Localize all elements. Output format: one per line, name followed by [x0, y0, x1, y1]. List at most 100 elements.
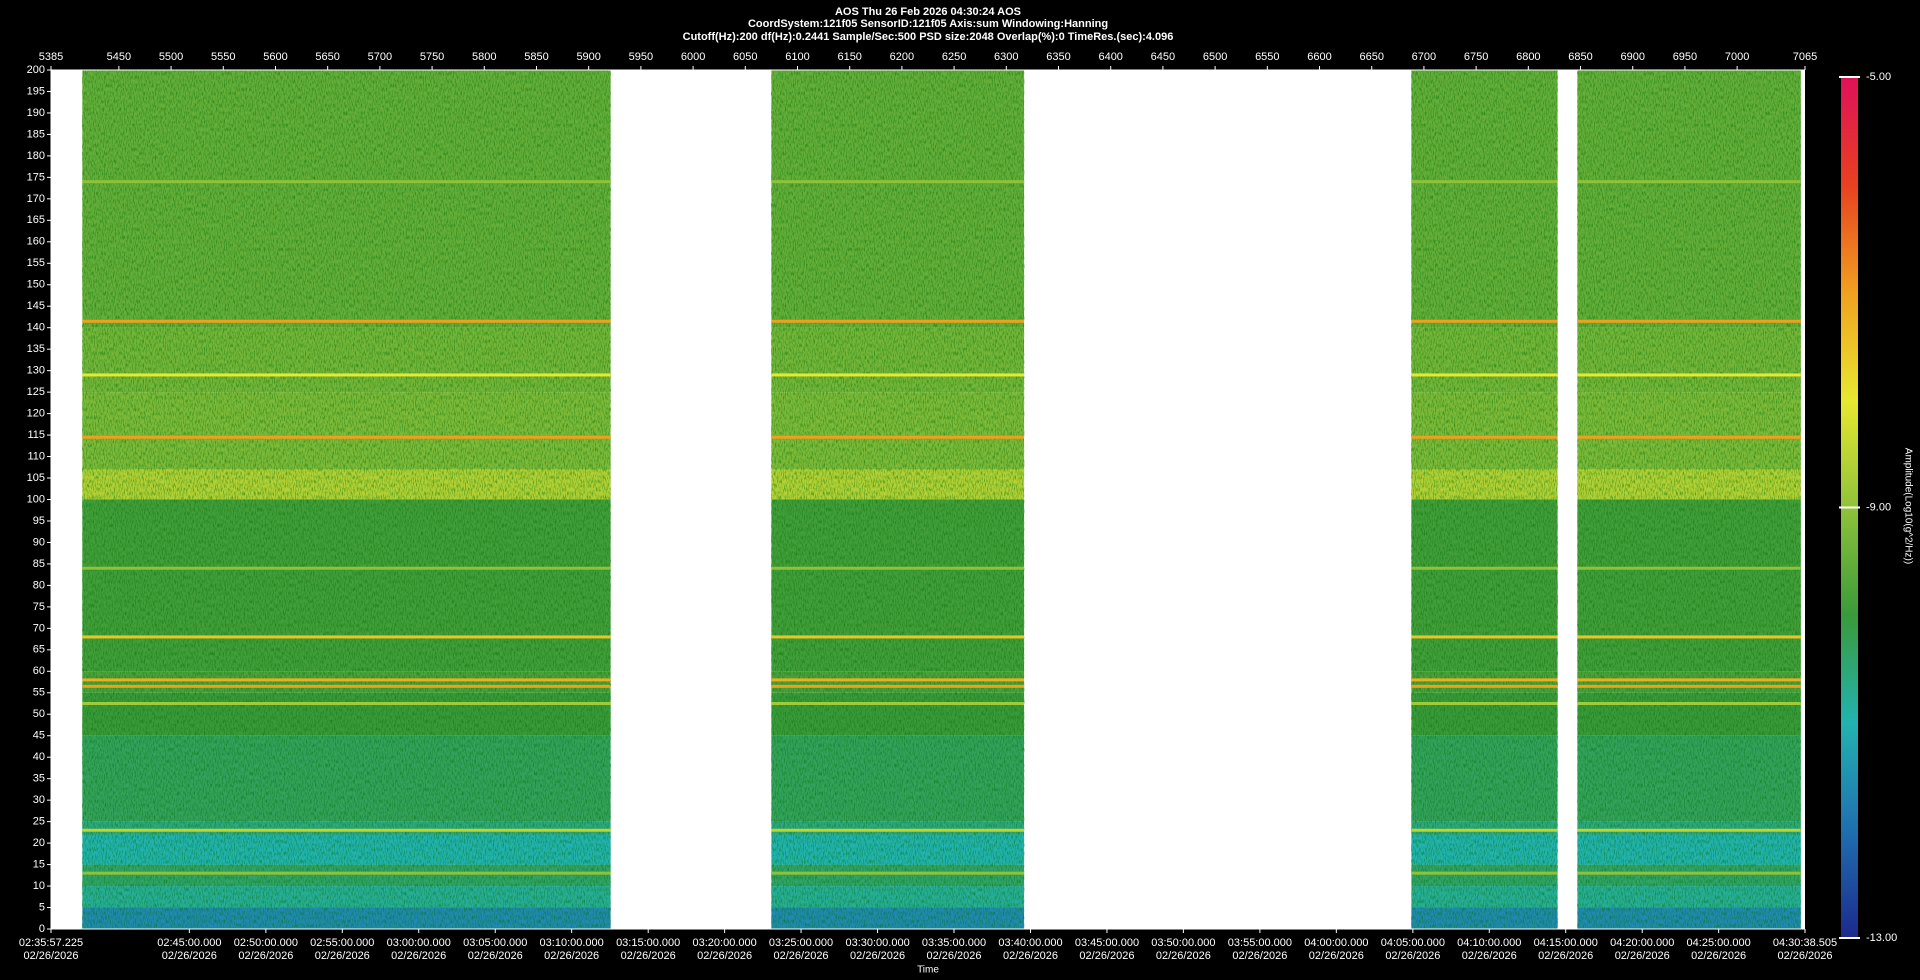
- time-tick-date: 02/26/2026: [1538, 950, 1593, 962]
- y-tick-label: 55: [33, 687, 45, 699]
- time-tick-date: 02/26/2026: [1079, 950, 1134, 962]
- y-tick-label: 130: [27, 365, 45, 377]
- y-tick-label: 175: [27, 171, 45, 183]
- time-tick-date: 02/26/2026: [926, 950, 981, 962]
- x-tick-label: 6800: [1516, 51, 1540, 63]
- time-tick-label: 04:10:00.000: [1457, 937, 1521, 949]
- x-tick-label: 7000: [1725, 51, 1749, 63]
- time-tick-date: 02/26/2026: [238, 950, 293, 962]
- x-tick-label: 5950: [629, 51, 653, 63]
- time-tick-date: 02/26/2026: [1462, 950, 1517, 962]
- spectral-line: [1577, 678, 1801, 682]
- colorbar-label: Amplitude(Log10(g^2/Hz)): [1902, 448, 1913, 564]
- spectral-line: [771, 871, 1025, 875]
- x-tick-label: 6200: [890, 51, 914, 63]
- spectral-line: [82, 678, 611, 682]
- time-tick-date: 02/26/2026: [1232, 950, 1287, 962]
- time-tick-label: 02:45:00.000: [157, 937, 221, 949]
- spectral-line: [771, 566, 1025, 570]
- x-tick-label: 7065: [1793, 51, 1817, 63]
- y-tick-label: 160: [27, 236, 45, 248]
- spectral-line: [1411, 435, 1558, 439]
- spectral-line: [82, 319, 611, 323]
- spectral-line: [771, 635, 1025, 639]
- y-tick-label: 15: [33, 858, 45, 870]
- time-tick-label: 02:35:57.225: [19, 937, 83, 949]
- y-tick-label: 140: [27, 322, 45, 334]
- y-tick-label: 80: [33, 579, 45, 591]
- spectral-line: [1411, 635, 1558, 639]
- x-tick-label: 5750: [420, 51, 444, 63]
- time-tick-date: 02/26/2026: [1777, 950, 1832, 962]
- title: AOS Thu 26 Feb 2026 04:30:24 AOS: [835, 6, 1021, 18]
- x-tick-label: 6150: [837, 51, 861, 63]
- spectral-line: [771, 702, 1025, 706]
- y-tick-label: 5: [39, 901, 45, 913]
- spectral-line: [771, 684, 1025, 688]
- x-tick-label: 6400: [1098, 51, 1122, 63]
- y-tick-label: 150: [27, 279, 45, 291]
- spectral-line: [1411, 319, 1558, 323]
- time-tick-label: 03:00:00.000: [387, 937, 451, 949]
- x-axis-label: Time: [917, 965, 939, 976]
- spectral-line: [1411, 678, 1558, 682]
- x-tick-label: 6300: [994, 51, 1018, 63]
- time-tick-label: 04:15:00.000: [1534, 937, 1598, 949]
- time-tick-label: 03:50:00.000: [1151, 937, 1215, 949]
- x-tick-label: 6600: [1307, 51, 1331, 63]
- y-tick-label: 70: [33, 622, 45, 634]
- texture: [1411, 70, 1558, 929]
- spectral-line: [1577, 684, 1801, 688]
- y-tick-label: 115: [27, 429, 45, 441]
- x-tick-label: 5500: [159, 51, 183, 63]
- x-tick-label: 6050: [733, 51, 757, 63]
- x-tick-label: 6350: [1046, 51, 1070, 63]
- y-tick-label: 100: [27, 493, 45, 505]
- spectral-line: [1411, 828, 1558, 832]
- spectral-line: [82, 373, 611, 377]
- x-tick-label: 6650: [1359, 51, 1383, 63]
- colorbar-tick-label: -5.00: [1866, 71, 1891, 83]
- y-tick-label: 75: [33, 601, 45, 613]
- y-tick-label: 60: [33, 665, 45, 677]
- y-tick-label: 20: [33, 837, 45, 849]
- y-tick-label: 40: [33, 751, 45, 763]
- x-tick-label: 5900: [576, 51, 600, 63]
- time-tick-label: 03:55:00.000: [1228, 937, 1292, 949]
- spectral-line: [771, 373, 1025, 377]
- spectral-line: [1577, 373, 1801, 377]
- spectral-line: [1577, 828, 1801, 832]
- spectral-line: [1577, 435, 1801, 439]
- y-tick-label: 105: [27, 472, 45, 484]
- x-tick-label: 6750: [1464, 51, 1488, 63]
- time-tick-date: 02/26/2026: [391, 950, 446, 962]
- time-tick-label: 04:30:38.505: [1773, 937, 1837, 949]
- time-tick-date: 02/26/2026: [162, 950, 217, 962]
- y-tick-label: 125: [27, 386, 45, 398]
- y-tick-label: 195: [27, 85, 45, 97]
- time-tick-label: 03:20:00.000: [693, 937, 757, 949]
- time-tick-label: 04:00:00.000: [1304, 937, 1368, 949]
- time-tick-date: 02/26/2026: [1691, 950, 1746, 962]
- x-tick-label: 5450: [107, 51, 131, 63]
- spectral-line: [82, 871, 611, 875]
- time-tick-date: 02/26/2026: [23, 950, 78, 962]
- spectral-line: [1577, 871, 1801, 875]
- x-tick-label: 5800: [472, 51, 496, 63]
- spectral-line: [82, 828, 611, 832]
- time-tick-label: 04:25:00.000: [1687, 937, 1751, 949]
- spectral-line: [1411, 180, 1558, 184]
- time-tick-label: 03:05:00.000: [463, 937, 527, 949]
- y-tick-label: 200: [27, 64, 45, 76]
- spectral-line: [1411, 871, 1558, 875]
- time-tick-label: 02:55:00.000: [310, 937, 374, 949]
- time-tick-date: 02/26/2026: [1003, 950, 1058, 962]
- y-tick-label: 190: [27, 107, 45, 119]
- time-tick-date: 02/26/2026: [621, 950, 676, 962]
- y-tick-label: 35: [33, 773, 45, 785]
- spectral-line: [1577, 566, 1801, 570]
- x-tick-label: 6500: [1203, 51, 1227, 63]
- time-tick-date: 02/26/2026: [468, 950, 523, 962]
